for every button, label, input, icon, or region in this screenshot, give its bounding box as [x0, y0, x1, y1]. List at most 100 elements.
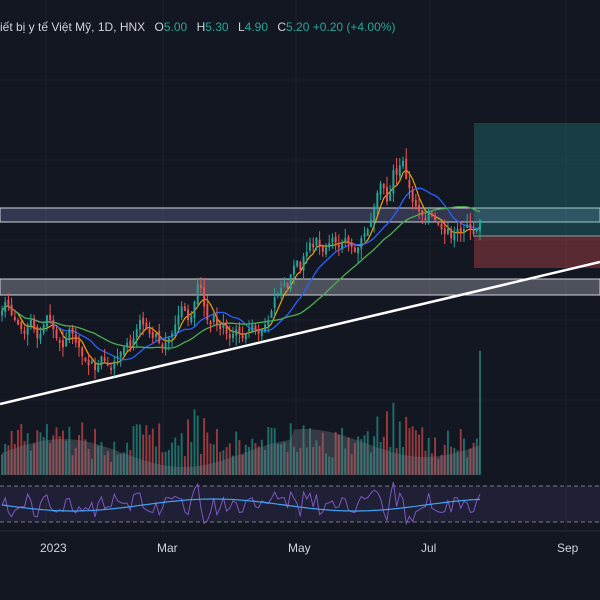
- candle-body: [411, 189, 414, 202]
- candle-body: [257, 330, 260, 334]
- volume-bar: [29, 450, 32, 475]
- candle-body: [7, 299, 10, 307]
- volume-bar: [219, 451, 222, 475]
- candle-body: [479, 220, 481, 232]
- volume-bar: [151, 428, 154, 475]
- candle-body: [386, 187, 388, 202]
- volume-bar: [1, 454, 3, 475]
- trendline-layer[interactable]: [0, 260, 600, 406]
- volume-bar: [446, 430, 449, 475]
- volume-bar: [196, 415, 199, 475]
- trendline[interactable]: [0, 260, 600, 406]
- volume-bar: [450, 446, 453, 475]
- volume-bar: [402, 446, 404, 475]
- candle-body: [138, 320, 141, 330]
- candle-body: [296, 260, 299, 267]
- volume-bar: [408, 428, 411, 475]
- candle-body: [353, 247, 356, 252]
- rsi-pane: [0, 481, 600, 532]
- candle-body: [309, 242, 311, 251]
- time-label-sep: Sep: [557, 541, 579, 555]
- volume-bar: [180, 433, 183, 475]
- volume-bar: [42, 437, 45, 475]
- candle-body: [161, 344, 164, 348]
- low-label: L: [237, 20, 245, 34]
- volume-bar: [305, 447, 308, 475]
- volume-bar: [81, 422, 84, 475]
- rsi-band: [0, 486, 600, 522]
- candle-body: [264, 324, 267, 332]
- candle-body: [472, 231, 475, 234]
- volume-bar: [190, 442, 193, 475]
- low-value: 4.90: [244, 20, 268, 34]
- volume-bar: [238, 440, 241, 475]
- candle-body: [52, 320, 55, 330]
- candle-body: [382, 183, 385, 189]
- candle-body: [84, 357, 87, 361]
- candle-body: [17, 320, 20, 325]
- volume-bar: [13, 444, 16, 475]
- volume-bar: [459, 429, 462, 475]
- volume-bar: [61, 430, 64, 475]
- volume-bar: [135, 424, 138, 475]
- volume-bar: [289, 423, 292, 475]
- volume-bar: [206, 432, 209, 475]
- volume-bar: [145, 425, 148, 475]
- candle-body: [222, 324, 225, 328]
- candle-body: [450, 228, 453, 239]
- volume-bar: [58, 436, 61, 475]
- volume-bar: [36, 430, 39, 475]
- ma-slow-line: [1, 206, 481, 349]
- candle-body: [325, 247, 327, 255]
- volume-bar: [7, 445, 10, 475]
- candle-body: [13, 316, 16, 320]
- candle-body: [209, 321, 212, 325]
- grid-lines: [0, 0, 600, 530]
- ma-mid-line: [1, 187, 481, 361]
- volume-bar: [344, 448, 347, 475]
- candle-body: [446, 229, 449, 234]
- volume-bar: [411, 426, 414, 475]
- candle-body: [373, 206, 376, 222]
- candle-body: [81, 347, 84, 357]
- candle-body: [36, 326, 39, 339]
- candle-body: [434, 215, 437, 220]
- zone-layer: [0, 123, 600, 296]
- volume-bar: [177, 445, 180, 475]
- volume-bar: [462, 438, 465, 475]
- volume-bar: [10, 431, 13, 475]
- volume-bar: [392, 402, 395, 475]
- symbol-name[interactable]: iết bị y tế Việt Mỹ: [0, 20, 92, 34]
- candle-body: [280, 288, 283, 296]
- volume-bar: [129, 450, 132, 475]
- volume-bar: [251, 438, 254, 475]
- candle-body: [10, 304, 13, 316]
- candle-body: [395, 168, 398, 175]
- volume-bar: [187, 419, 190, 475]
- volume-bar: [94, 428, 96, 475]
- volume-bar: [318, 445, 321, 475]
- candle-body: [180, 306, 183, 318]
- volume-bar: [142, 434, 145, 475]
- candle-body: [187, 309, 190, 320]
- volume-bar: [434, 437, 437, 475]
- support-zone: [0, 278, 600, 296]
- volume-bar: [337, 434, 340, 475]
- candle-body: [392, 170, 395, 194]
- time-label-2023: 2023: [40, 541, 67, 555]
- candle-body: [49, 314, 52, 320]
- candle-body: [350, 242, 353, 248]
- volume-bar: [405, 416, 408, 475]
- volume-bar: [440, 454, 443, 475]
- volume-pane: [1, 350, 481, 475]
- volume-bar: [398, 421, 401, 475]
- candle-body: [177, 315, 180, 325]
- volume-bar: [110, 461, 113, 475]
- candle-body: [106, 363, 109, 366]
- interval-label[interactable]: 1D: [97, 20, 114, 34]
- candle-body: [357, 247, 360, 254]
- candle-body: [331, 238, 334, 243]
- candle-body: [45, 315, 48, 327]
